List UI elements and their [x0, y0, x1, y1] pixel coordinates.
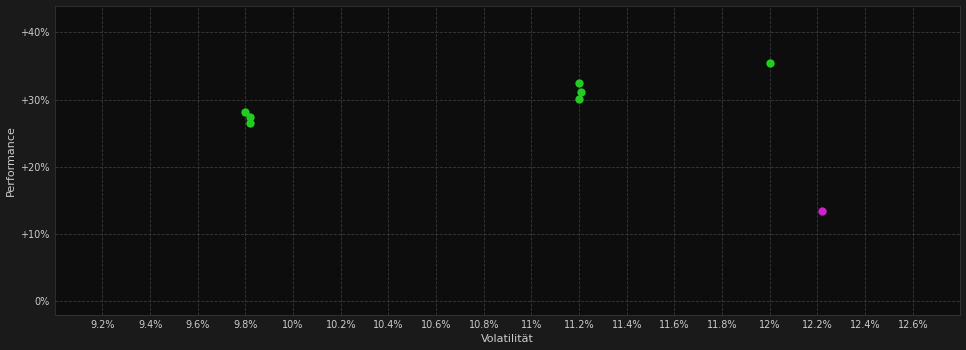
- Point: [238, 109, 253, 114]
- Point: [242, 120, 258, 126]
- X-axis label: Volatilität: Volatilität: [481, 335, 534, 344]
- Y-axis label: Performance: Performance: [6, 125, 15, 196]
- Point: [571, 80, 586, 86]
- Point: [571, 96, 586, 102]
- Point: [574, 89, 589, 95]
- Point: [242, 114, 258, 120]
- Point: [814, 208, 830, 213]
- Point: [762, 60, 778, 65]
